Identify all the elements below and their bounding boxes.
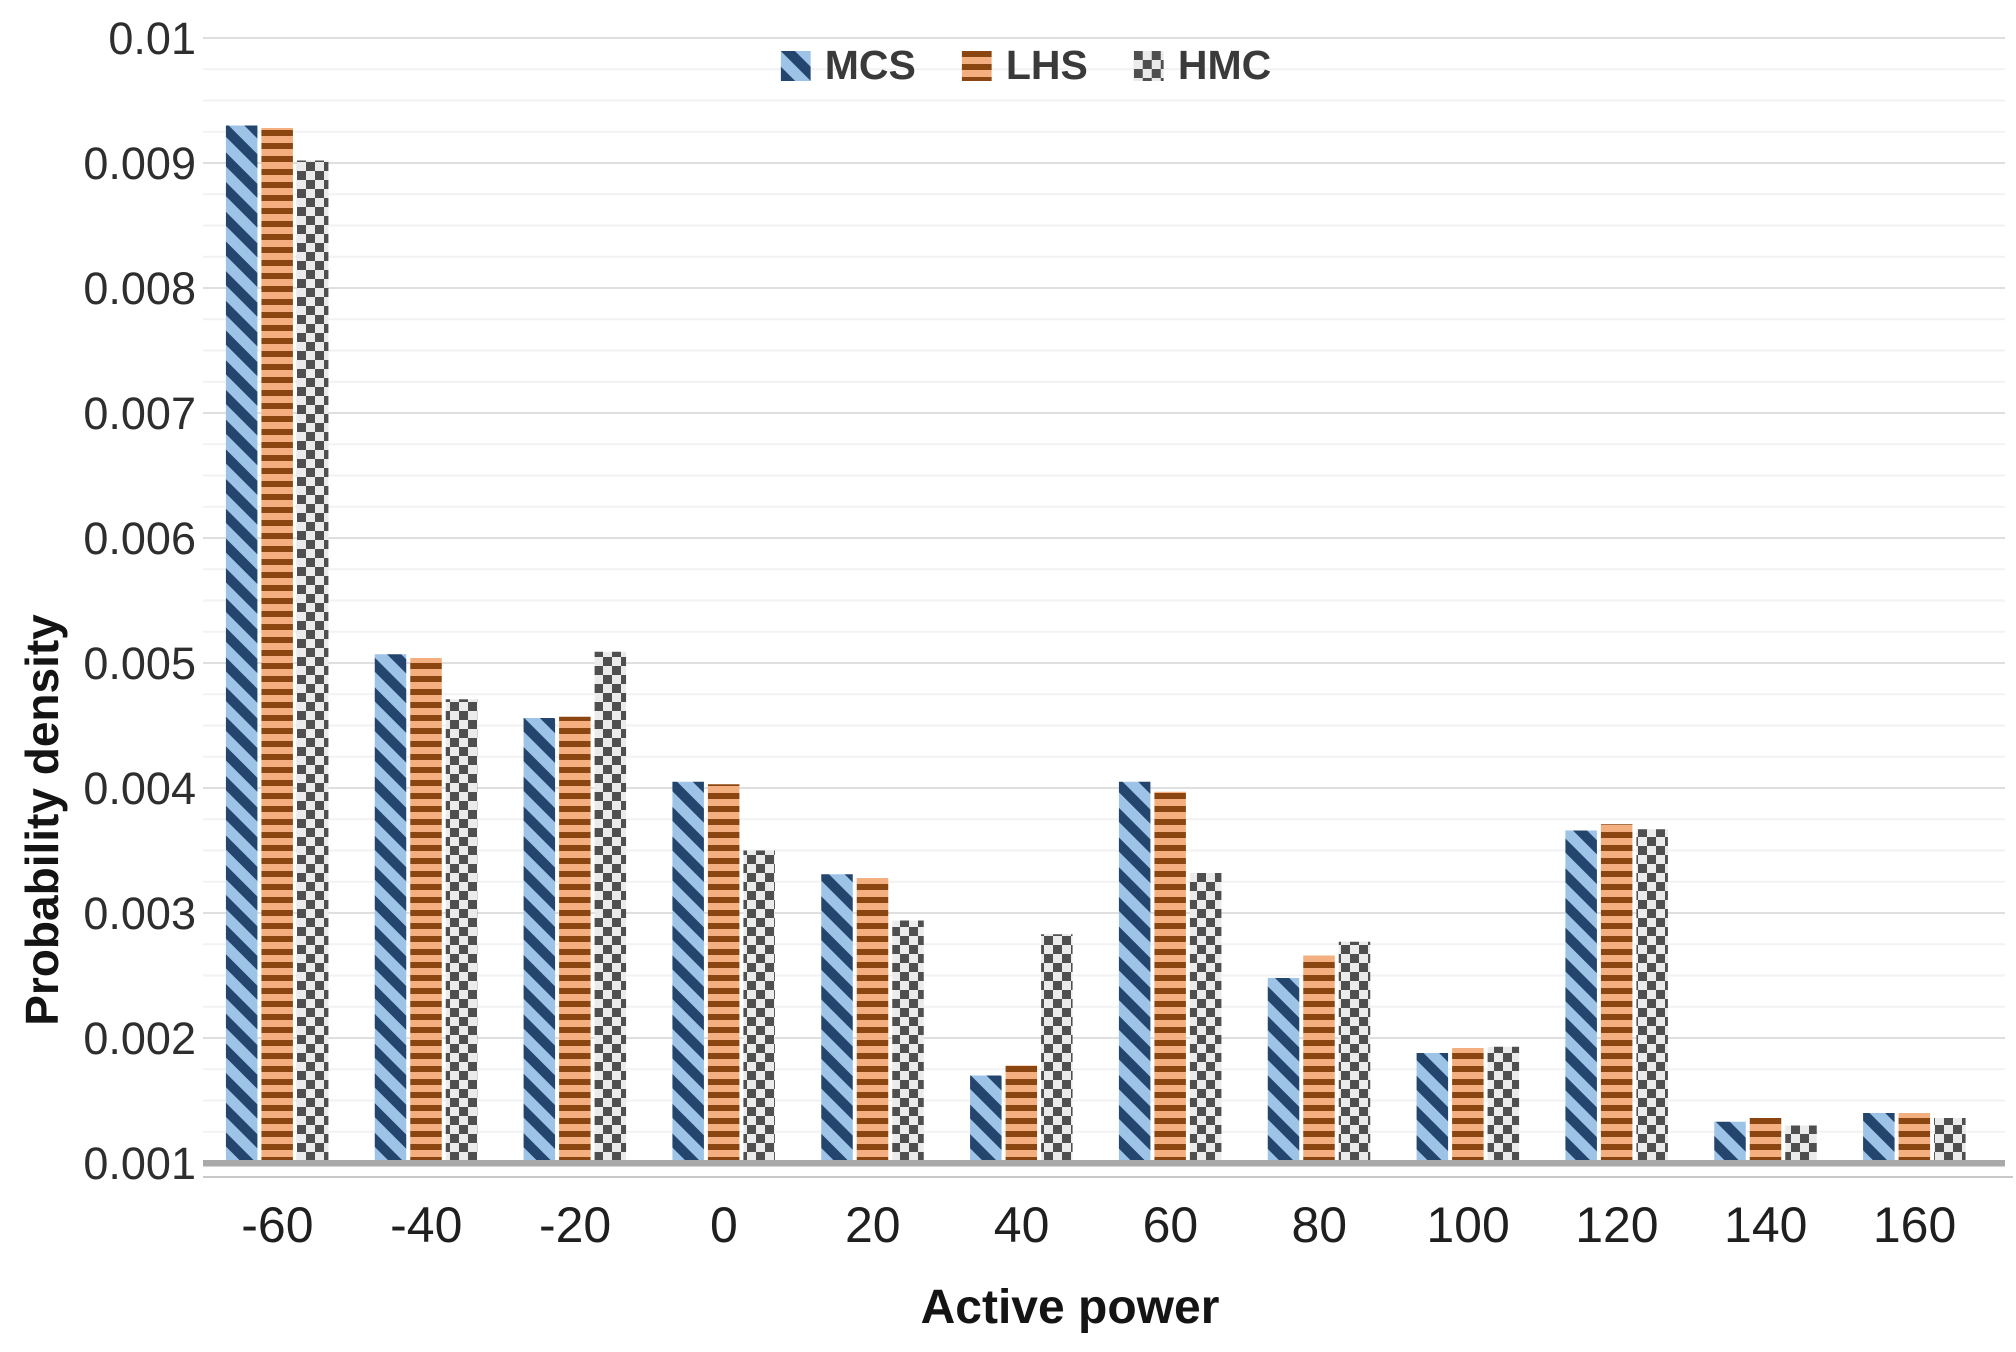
axes — [203, 1160, 2013, 1178]
bar-mcs-0 — [672, 781, 704, 1163]
legend-item-lhs: LHS — [961, 42, 1088, 89]
bar-mcs--60 — [225, 125, 258, 1163]
y-tick-0.006: 0.006 — [83, 513, 196, 564]
x-tick-140: 140 — [1724, 1197, 1807, 1253]
bar-hmc-80 — [1338, 941, 1371, 1163]
x-axis-underline — [203, 1176, 2013, 1178]
bar-mcs--20 — [523, 718, 556, 1163]
bar-mcs-80 — [1267, 978, 1300, 1163]
x-tick-0: 0 — [710, 1197, 738, 1253]
x-tick-40: 40 — [994, 1197, 1050, 1253]
legend-label-mcs: MCS — [824, 42, 916, 88]
y-tick-0.007: 0.007 — [83, 388, 196, 439]
y-tick-0.008: 0.008 — [83, 263, 196, 314]
x-tick-160: 160 — [1873, 1197, 1956, 1253]
bars — [225, 125, 1966, 1163]
gridlines — [203, 37, 2005, 1133]
bar-hmc--60 — [296, 160, 329, 1163]
x-tick-80: 80 — [1291, 1197, 1347, 1253]
bar-lhs-20 — [856, 878, 889, 1163]
bar-lhs-120 — [1600, 824, 1633, 1163]
bar-lhs--60 — [261, 128, 293, 1163]
x-tick-60: 60 — [1143, 1197, 1199, 1253]
bar-lhs-140 — [1749, 1118, 1782, 1163]
legend-swatch-mcs-icon — [780, 50, 811, 81]
bar-lhs-0 — [707, 784, 740, 1163]
y-tick-0.004: 0.004 — [83, 763, 196, 814]
legend-swatch-hmc-icon — [1133, 50, 1164, 81]
bar-lhs-40 — [1005, 1065, 1038, 1163]
bar-hmc--40 — [445, 699, 478, 1163]
bar-hmc-140 — [1785, 1125, 1817, 1163]
y-tick-0.001: 0.001 — [83, 1138, 196, 1189]
x-tick--60: -60 — [241, 1197, 313, 1253]
x-tick-20: 20 — [845, 1197, 901, 1253]
tick-labels: 0.001 0.002 0.003 0.004 0.005 0.006 0.007 0.008… — [83, 13, 1956, 1253]
bar-mcs-160 — [1863, 1113, 1895, 1163]
y-tick-0.005: 0.005 — [83, 638, 196, 689]
legend-item-mcs: MCS — [780, 42, 916, 89]
x-tick-100: 100 — [1426, 1197, 1509, 1253]
bar-mcs-40 — [970, 1075, 1002, 1163]
legend-label-lhs: LHS — [1005, 42, 1088, 88]
bar-mcs-20 — [821, 874, 853, 1163]
legend-swatch-lhs-icon — [961, 50, 992, 81]
bar-mcs--40 — [374, 654, 407, 1163]
bar-mcs-100 — [1416, 1053, 1449, 1163]
x-tick--40: -40 — [390, 1197, 462, 1253]
x-tick--20: -20 — [539, 1197, 611, 1253]
bar-hmc-120 — [1636, 829, 1668, 1163]
y-tick-0.01: 0.01 — [108, 13, 196, 64]
bar-lhs-100 — [1452, 1048, 1484, 1163]
legend-item-hmc: HMC — [1133, 42, 1272, 89]
y-tick-0.002: 0.002 — [83, 1013, 196, 1064]
bar-hmc-40 — [1041, 934, 1073, 1163]
bar-mcs-60 — [1118, 781, 1151, 1163]
bar-lhs-160 — [1898, 1113, 1931, 1163]
bar-hmc-100 — [1487, 1046, 1520, 1163]
bar-hmc-160 — [1934, 1118, 1966, 1163]
x-axis-line — [203, 1160, 2005, 1167]
x-axis-title: Active power — [920, 1281, 1220, 1334]
bar-hmc-60 — [1189, 873, 1222, 1163]
bar-mcs-120 — [1565, 830, 1597, 1163]
x-tick-120: 120 — [1575, 1197, 1658, 1253]
bar-lhs--20 — [559, 716, 591, 1163]
bar-hmc-20 — [892, 920, 924, 1163]
y-tick-0.009: 0.009 — [83, 138, 196, 189]
bar-hmc--20 — [594, 651, 627, 1163]
y-tick-0.003: 0.003 — [83, 888, 196, 939]
bar-lhs--40 — [410, 658, 442, 1163]
bar-mcs-140 — [1714, 1121, 1746, 1163]
legend: MCS LHS HMC — [780, 42, 1272, 89]
y-axis-title: Probability density — [16, 614, 68, 1026]
bar-lhs-80 — [1303, 955, 1335, 1163]
bar-hmc-0 — [743, 850, 775, 1163]
legend-label-hmc: HMC — [1177, 42, 1272, 88]
bar-lhs-60 — [1154, 791, 1186, 1163]
